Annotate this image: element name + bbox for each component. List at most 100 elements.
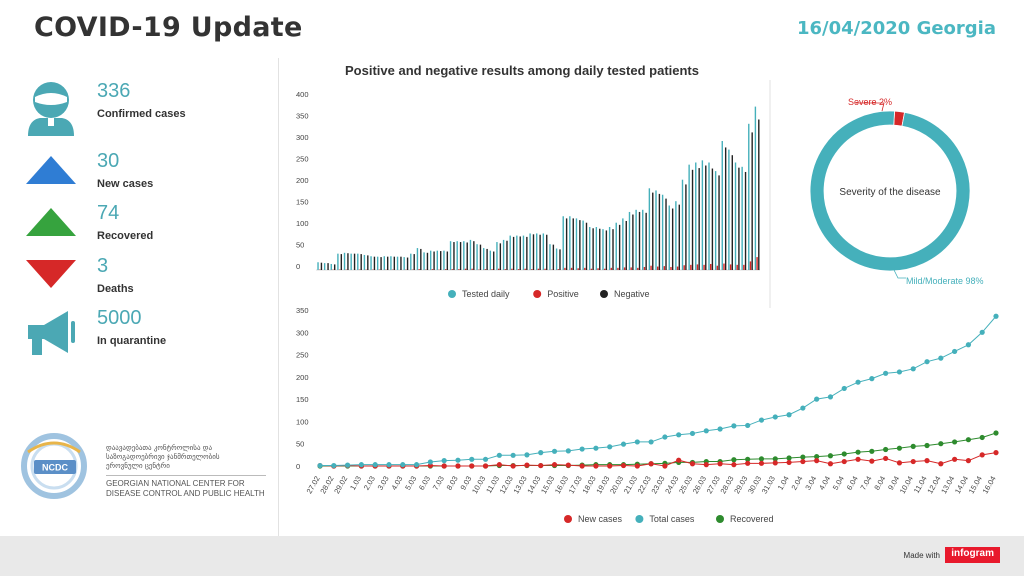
slice-label-mild: Mild/Moderate 98% — [906, 276, 984, 286]
bar-tested-daily — [383, 256, 385, 270]
line-point-total-cases — [924, 359, 930, 365]
line-point-new-cases — [579, 463, 585, 469]
stat-quarantine: 5000 In quarantine — [22, 307, 272, 367]
bar-positive — [683, 265, 685, 270]
line-legend-label: Total cases — [649, 514, 695, 524]
stat-recovered: 74 Recovered — [22, 202, 272, 262]
stat-label: Deaths — [97, 283, 134, 295]
line-point-recovered — [855, 449, 861, 455]
bar-legend-marker — [533, 290, 542, 298]
line-point-new-cases — [524, 462, 530, 468]
daily-tests-bar-chart: Positive and negative results among dail… — [296, 63, 771, 308]
bar-negative — [453, 242, 455, 270]
stat-new-cases: 30 New cases — [22, 150, 272, 210]
bar-negative — [744, 171, 747, 270]
bar-negative — [473, 241, 475, 270]
bar-tested-daily — [608, 227, 611, 270]
bar-tested-daily — [708, 162, 710, 270]
line-point-new-cases — [703, 462, 709, 468]
bar-positive — [564, 267, 566, 270]
line-point-new-cases — [634, 463, 640, 469]
bar-tested-daily — [343, 252, 346, 270]
line-point-total-cases — [427, 459, 433, 465]
line-point-new-cases — [938, 461, 944, 467]
line-point-recovered — [814, 454, 820, 460]
bar-tested-daily — [376, 256, 379, 270]
line-point-total-cases — [952, 348, 958, 355]
line-y-tick-label: 250 — [296, 351, 309, 360]
bar-tested-daily — [496, 242, 498, 270]
bar-negative — [565, 218, 568, 270]
bar-negative — [499, 243, 502, 270]
line-x-tick-label: 31.03 — [760, 475, 777, 496]
line-point-total-cases — [634, 439, 640, 445]
bar-negative — [724, 147, 727, 270]
line-point-total-cases — [331, 462, 337, 469]
logo-text-english: GEORGIAN NATIONAL CENTER FOR DISEASE CON… — [106, 475, 266, 499]
bar-positive — [524, 268, 526, 270]
bar-negative — [433, 251, 435, 270]
bar-tested-daily — [337, 253, 339, 270]
stat-label: New cases — [97, 178, 154, 190]
bar-negative — [420, 248, 422, 270]
line-point-new-cases — [841, 458, 847, 465]
person-icon — [28, 82, 74, 136]
bar-tested-daily — [489, 250, 492, 270]
bar-negative — [718, 175, 720, 270]
bar-tested-daily — [648, 188, 651, 270]
bar-tested-daily — [575, 218, 578, 270]
bar-tested-daily — [681, 179, 684, 270]
line-point-total-cases — [979, 329, 985, 335]
line-point-new-cases — [593, 463, 599, 469]
bar-positive — [690, 264, 692, 270]
bar-tested-daily — [350, 253, 352, 270]
bar-positive — [663, 266, 666, 270]
bar-negative — [671, 208, 674, 270]
mild-leader-line — [893, 269, 906, 279]
line-point-new-cases — [551, 462, 558, 468]
line-point-recovered — [938, 441, 944, 447]
line-point-total-cases — [896, 369, 903, 375]
bar-tested-daily — [569, 216, 571, 270]
line-point-new-cases — [786, 459, 792, 466]
line-point-recovered — [924, 442, 930, 449]
bar-positive — [484, 269, 487, 270]
line-point-new-cases — [717, 461, 723, 467]
bar-negative — [519, 236, 521, 270]
line-point-total-cases — [717, 426, 723, 432]
bar-tested-daily — [330, 263, 332, 270]
line-point-total-cases — [855, 379, 861, 385]
line-point-new-cases — [745, 460, 751, 466]
line-x-tick-label: 2.03 — [362, 475, 377, 492]
bar-positive — [716, 265, 719, 270]
bar-negative — [705, 165, 707, 270]
line-y-tick-label: 50 — [296, 440, 304, 449]
bar-negative — [512, 236, 515, 270]
line-point-total-cases — [938, 355, 944, 361]
line-x-tick-label: 7.04 — [858, 475, 873, 492]
line-point-new-cases — [924, 458, 930, 464]
bar-tested-daily — [695, 162, 697, 270]
bar-positive — [749, 261, 752, 270]
bar-tested-daily — [562, 216, 564, 270]
bar-positive — [590, 268, 593, 270]
line-point-total-cases — [482, 456, 489, 462]
bar-tested-daily — [741, 166, 743, 270]
line-point-new-cases — [482, 463, 489, 469]
bar-positive — [643, 266, 646, 270]
bar-chart-title: Positive and negative results among dail… — [345, 63, 699, 78]
triangle-up-blue-icon — [26, 156, 76, 184]
bar-positive — [610, 267, 613, 270]
line-point-new-cases — [662, 463, 668, 469]
line-point-total-cases — [358, 462, 364, 468]
bar-tested-daily — [429, 250, 432, 270]
line-x-tick-label: 6.03 — [417, 475, 432, 492]
bar-tested-daily — [595, 227, 598, 270]
line-x-tick-label: 8.03 — [445, 475, 460, 492]
bar-positive — [703, 264, 705, 270]
line-point-total-cases — [800, 405, 806, 411]
bar-negative — [406, 257, 409, 270]
line-point-new-cases — [689, 461, 696, 467]
infogram-badge[interactable]: infogram — [945, 547, 1000, 563]
line-point-total-cases — [814, 396, 820, 402]
